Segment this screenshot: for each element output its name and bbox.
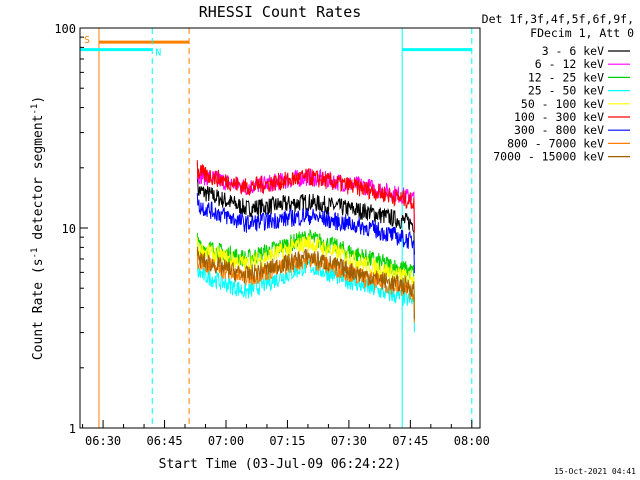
legend-label-2: 12 - 25 keV	[528, 70, 604, 84]
x-tick-label: 07:45	[392, 434, 428, 448]
series-line-5	[196, 160, 415, 233]
series-line-6	[196, 193, 415, 274]
x-tick-label: 07:00	[208, 434, 244, 448]
legend-label-5: 100 - 300 keV	[514, 110, 604, 124]
x-axis: 06:30 06:45 07:00 07:15 07:30 07:45 08:00	[82, 420, 490, 448]
plot-area: SN	[80, 28, 473, 428]
x-tick-label: 08:00	[454, 434, 490, 448]
series-line-0	[196, 177, 415, 255]
legend-label-0: 3 - 6 keV	[542, 44, 604, 58]
legend-label-7: 800 - 7000 keV	[507, 136, 604, 150]
legend-label-3: 25 - 50 keV	[528, 84, 604, 98]
generation-timestamp: 15-Oct-2021 04:41	[554, 467, 636, 476]
chart-title: RHESSI Count Rates	[199, 3, 362, 21]
y-axis-label-main: Count Rate (s	[31, 258, 46, 360]
y-tick-label: 10	[62, 222, 76, 236]
x-axis-label: Start Time (03-Jul-09 06:24:22)	[159, 457, 402, 472]
legend-label-4: 50 - 100 keV	[521, 97, 604, 111]
x-tick-label: 06:30	[85, 434, 121, 448]
legend-label-8: 7000 - 15000 keV	[493, 150, 604, 164]
x-tick-label: 06:45	[146, 434, 182, 448]
marker-label-N: N	[155, 48, 161, 59]
legend-label-1: 6 - 12 keV	[535, 57, 604, 71]
legend-header-line2: FDecim 1, Att 0	[530, 26, 634, 40]
y-axis-label-sup2: -1	[30, 104, 40, 115]
series-line-2	[196, 229, 415, 304]
x-tick-label: 07:30	[331, 434, 367, 448]
y-axis-label: Count Rate (s-1 detector segment-1)	[30, 96, 46, 360]
y-tick-label: 1	[69, 422, 76, 436]
series-line-8	[196, 246, 415, 320]
y-tick-label: 100	[54, 22, 76, 36]
x-tick-label: 07:15	[269, 434, 305, 448]
legend-header-line1: Det 1f,3f,4f,5f,6f,9f,	[482, 12, 634, 26]
y-axis-label-end: )	[31, 96, 46, 104]
y-axis-label-sup1: -1	[30, 248, 40, 259]
legend-label-6: 300 - 800 keV	[514, 123, 604, 137]
series-line-4	[196, 234, 415, 311]
legend: Det 1f,3f,4f,5f,6f,9f, FDecim 1, Att 0 3…	[482, 12, 634, 164]
y-axis: 1 10 100	[54, 22, 88, 436]
y-axis-label-mid: detector segment	[31, 115, 46, 248]
marker-label-S: S	[84, 35, 90, 46]
